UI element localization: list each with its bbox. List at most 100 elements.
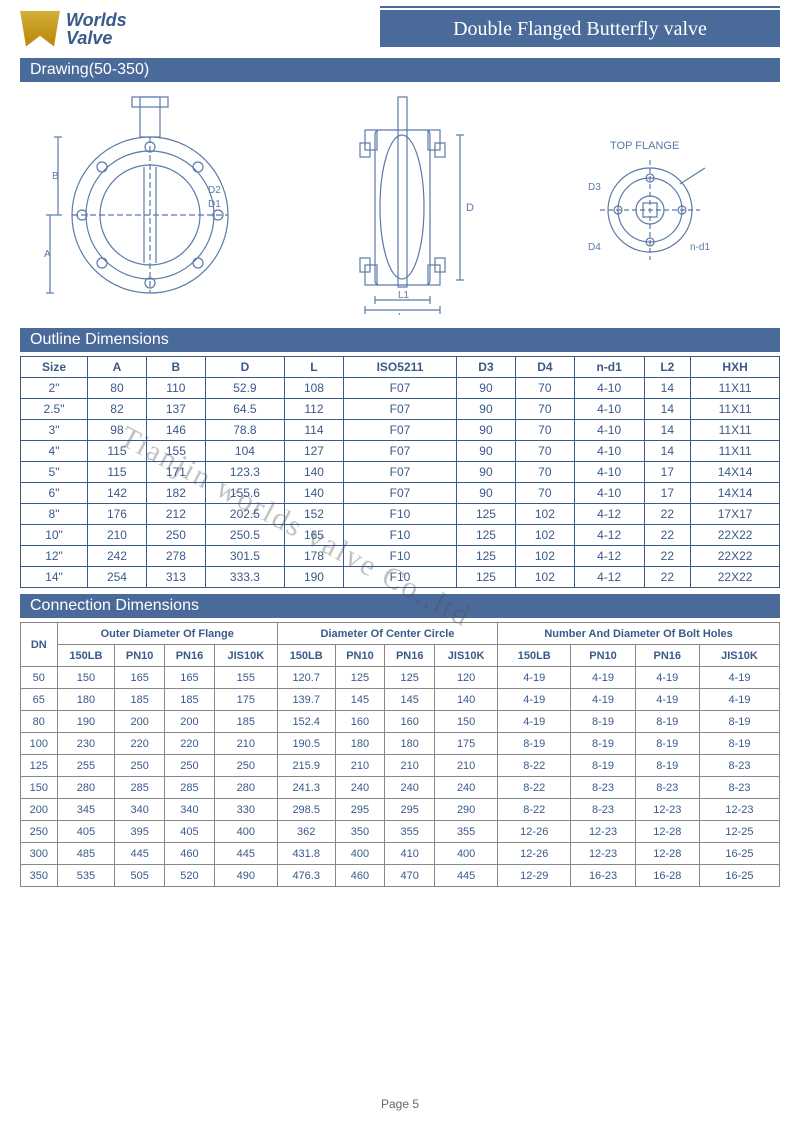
table-cell: 125 xyxy=(335,667,385,689)
table-cell: 12-23 xyxy=(571,821,635,843)
table-cell: 250 xyxy=(115,755,165,777)
table-cell: 8-19 xyxy=(498,733,571,755)
table-cell: 210 xyxy=(214,733,277,755)
table-row: 2.5"8213764.5112F0790704-101411X11 xyxy=(21,399,780,420)
conn-sub-11: JIS10K xyxy=(699,645,779,667)
table-cell: 200 xyxy=(115,711,165,733)
table-row: 150280285285280241.32402402408-228-238-2… xyxy=(21,777,780,799)
table-cell: 90 xyxy=(457,399,516,420)
table-cell: 485 xyxy=(57,843,115,865)
logo-line2: Valve xyxy=(66,29,127,47)
table-cell: 70 xyxy=(515,378,574,399)
table-cell: 171 xyxy=(146,462,205,483)
table-cell: 290 xyxy=(435,799,498,821)
table-cell: 115 xyxy=(88,441,147,462)
table-cell: 535 xyxy=(57,865,115,887)
table-cell: 125 xyxy=(457,546,516,567)
table-cell: 5" xyxy=(21,462,88,483)
table-cell: 345 xyxy=(57,799,115,821)
table-cell: 8-19 xyxy=(699,733,779,755)
table-cell: 22 xyxy=(644,525,691,546)
table-cell: 123.3 xyxy=(205,462,284,483)
table-cell: 90 xyxy=(457,441,516,462)
table-cell: 250 xyxy=(165,755,215,777)
conn-sub-4: 150LB xyxy=(277,645,335,667)
table-cell: 4-10 xyxy=(574,420,644,441)
table-cell: 12" xyxy=(21,546,88,567)
dim-l1: L1 xyxy=(398,290,410,301)
page-number: Page 5 xyxy=(0,1097,800,1111)
table-row: 6"142182155.6140F0790704-101714X14 xyxy=(21,483,780,504)
table-cell: 155.6 xyxy=(205,483,284,504)
table-cell: 178 xyxy=(285,546,344,567)
table-cell: 17X17 xyxy=(691,504,780,525)
table-cell: 16-25 xyxy=(699,865,779,887)
table-cell: 405 xyxy=(57,821,115,843)
outline-col-10: HXH xyxy=(691,357,780,378)
table-row: 80190200200185152.41601601504-198-198-19… xyxy=(21,711,780,733)
table-cell: 145 xyxy=(385,689,435,711)
table-cell: 70 xyxy=(515,441,574,462)
outline-col-8: n-d1 xyxy=(574,357,644,378)
table-row: 125255250250250215.92102102108-228-198-1… xyxy=(21,755,780,777)
table-cell: 80 xyxy=(88,378,147,399)
table-cell: 175 xyxy=(214,689,277,711)
connection-dimensions-table: DN Outer Diameter Of Flange Diameter Of … xyxy=(20,622,780,887)
table-cell: 140 xyxy=(435,689,498,711)
table-cell: 120 xyxy=(435,667,498,689)
table-cell: 155 xyxy=(146,441,205,462)
table-cell: 210 xyxy=(88,525,147,546)
table-cell: F07 xyxy=(343,441,456,462)
table-cell: 445 xyxy=(115,843,165,865)
conn-sub-5: PN10 xyxy=(335,645,385,667)
table-cell: 16-25 xyxy=(699,843,779,865)
table-cell: 90 xyxy=(457,462,516,483)
table-row: 8"176212202.5152F101251024-122217X17 xyxy=(21,504,780,525)
table-cell: F07 xyxy=(343,378,456,399)
table-cell: 8-23 xyxy=(635,777,699,799)
table-cell: 4-12 xyxy=(574,546,644,567)
table-cell: 165 xyxy=(165,667,215,689)
table-cell: 8-19 xyxy=(571,733,635,755)
table-cell: 70 xyxy=(515,399,574,420)
table-cell: 182 xyxy=(146,483,205,504)
table-cell: 22X22 xyxy=(691,546,780,567)
table-cell: 4-10 xyxy=(574,441,644,462)
table-cell: 190 xyxy=(285,567,344,588)
table-cell: 65 xyxy=(21,689,58,711)
table-cell: 112 xyxy=(285,399,344,420)
table-cell: 152 xyxy=(285,504,344,525)
table-cell: 11X11 xyxy=(691,441,780,462)
outline-col-6: D3 xyxy=(457,357,516,378)
table-cell: 142 xyxy=(88,483,147,504)
dim-nd1: n-d1 xyxy=(690,242,710,253)
conn-sub-6: PN16 xyxy=(385,645,435,667)
table-cell: 139.7 xyxy=(277,689,335,711)
table-cell: 190 xyxy=(57,711,115,733)
table-cell: 350 xyxy=(335,821,385,843)
table-cell: 140 xyxy=(285,462,344,483)
table-cell: 115 xyxy=(88,462,147,483)
outline-col-7: D4 xyxy=(515,357,574,378)
table-cell: F07 xyxy=(343,420,456,441)
table-cell: 8-23 xyxy=(699,777,779,799)
table-cell: 220 xyxy=(115,733,165,755)
table-cell: 340 xyxy=(115,799,165,821)
table-cell: 405 xyxy=(165,821,215,843)
table-cell: 12-29 xyxy=(498,865,571,887)
table-cell: 17 xyxy=(644,483,691,504)
table-cell: 8-19 xyxy=(571,755,635,777)
table-row: 50150165165155120.71251251204-194-194-19… xyxy=(21,667,780,689)
table-cell: 215.9 xyxy=(277,755,335,777)
conn-dn-header: DN xyxy=(21,623,58,667)
table-cell: 82 xyxy=(88,399,147,420)
table-cell: 4-19 xyxy=(699,689,779,711)
table-cell: 11X11 xyxy=(691,420,780,441)
table-row: 10"210250250.5165F101251024-122222X22 xyxy=(21,525,780,546)
table-cell: 285 xyxy=(115,777,165,799)
table-cell: 17 xyxy=(644,462,691,483)
conn-group-bolt: Number And Diameter Of Bolt Holes xyxy=(498,623,780,645)
table-cell: 330 xyxy=(214,799,277,821)
outline-dimensions-table: SizeABDLISO5211D3D4n-d1L2HXH 2"8011052.9… xyxy=(20,356,780,588)
table-cell: 8-22 xyxy=(498,755,571,777)
